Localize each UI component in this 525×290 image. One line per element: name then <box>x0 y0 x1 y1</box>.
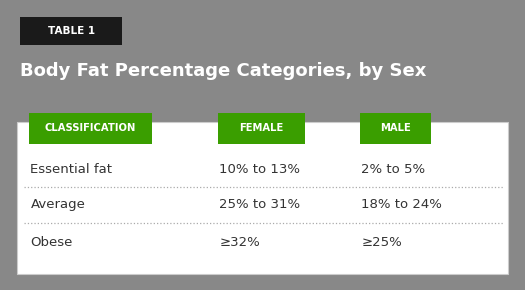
Text: 25% to 31%: 25% to 31% <box>219 198 301 211</box>
Text: CLASSIFICATION: CLASSIFICATION <box>45 123 136 133</box>
Text: TABLE 1: TABLE 1 <box>48 26 94 36</box>
Text: 18% to 24%: 18% to 24% <box>361 198 442 211</box>
Text: ≥32%: ≥32% <box>219 236 260 249</box>
FancyBboxPatch shape <box>17 122 508 274</box>
Text: Essential fat: Essential fat <box>30 163 112 176</box>
FancyBboxPatch shape <box>20 17 122 45</box>
Text: 10% to 13%: 10% to 13% <box>219 163 300 176</box>
FancyBboxPatch shape <box>29 113 152 144</box>
FancyBboxPatch shape <box>360 113 430 144</box>
Text: ≥25%: ≥25% <box>361 236 402 249</box>
Text: Obese: Obese <box>30 236 73 249</box>
Text: Body Fat Percentage Categories, by Sex: Body Fat Percentage Categories, by Sex <box>20 62 426 80</box>
Text: FEMALE: FEMALE <box>239 123 284 133</box>
Text: MALE: MALE <box>380 123 411 133</box>
Text: 2% to 5%: 2% to 5% <box>361 163 425 176</box>
FancyBboxPatch shape <box>218 113 304 144</box>
Text: Average: Average <box>30 198 86 211</box>
